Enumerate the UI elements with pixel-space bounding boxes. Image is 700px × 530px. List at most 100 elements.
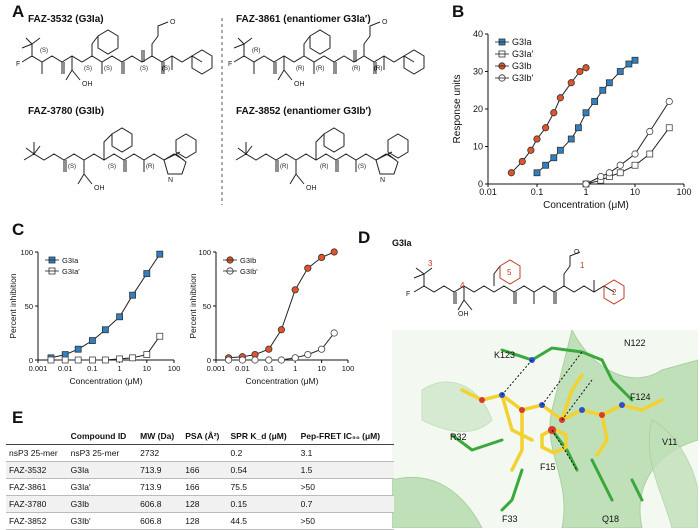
table-cell: 713.9: [137, 461, 183, 479]
data-point: [550, 154, 558, 162]
data-point: [665, 97, 673, 106]
table-cell: G3Ia′: [67, 478, 138, 496]
table-cell: 75.5: [227, 478, 298, 496]
x-tick-label: 0.1: [264, 364, 274, 373]
panel-label-e: E: [12, 408, 24, 427]
residue-label-q18: Q18: [602, 514, 619, 524]
data-point: [542, 161, 550, 169]
atom-label-o: O: [170, 19, 176, 26]
table-cell: 1.5: [297, 461, 394, 479]
stereo-label: (R): [252, 48, 260, 54]
table-cell: 44.5: [227, 512, 298, 530]
stereo-label: (R): [374, 66, 382, 72]
atom-label-n: N: [380, 177, 385, 184]
table-cell: 713.9: [137, 478, 183, 496]
atom-label-f: F: [16, 61, 20, 68]
column-header: [6, 428, 68, 445]
x-tick-label: 0.001: [29, 364, 48, 373]
data-point: [533, 135, 541, 143]
data-point: [304, 351, 312, 359]
table-cell: [182, 444, 228, 462]
residue-label-n122: N122: [624, 338, 646, 348]
data-point: [74, 345, 82, 353]
table-row: FAZ-3852 G3Ib′ 606.8 128 44.5 >50: [6, 512, 394, 530]
data-point: [265, 356, 273, 364]
atom-label-f: F: [406, 291, 410, 298]
data-point: [550, 109, 558, 117]
legend-label: G3Ia′: [62, 267, 80, 276]
table-cell: 0.7: [297, 495, 394, 513]
x-tick-label: 0.001: [207, 364, 226, 373]
data-point: [599, 86, 607, 94]
atom-label-oh: OH: [306, 185, 317, 192]
x-tick-label: 0.1: [531, 187, 544, 197]
data-point: [631, 161, 639, 169]
position-number: 1: [580, 261, 585, 270]
data-point: [116, 313, 123, 321]
data-point: [238, 356, 247, 364]
x-tick-label: 1: [118, 364, 122, 373]
position-number: 3: [428, 259, 433, 268]
y-tick-label: 20: [473, 104, 483, 114]
table-cell: 128: [182, 495, 228, 513]
atom-label-oh: OH: [294, 81, 305, 88]
data-point: [542, 124, 550, 132]
compound-title-g3ib-prime: FAZ-3852 (enantiomer G3Ib′): [236, 106, 372, 117]
data-point: [143, 351, 151, 358]
y-tick-label: 40: [473, 29, 483, 39]
stereo-label: (R): [316, 66, 324, 72]
table-cell: G3Ia: [67, 461, 138, 479]
data-point: [567, 79, 575, 87]
compound-table: Compound ID MW (Da) PSA (Å²) SPR K_d (μM…: [6, 428, 394, 530]
data-point: [89, 337, 96, 344]
data-point: [582, 64, 590, 72]
data-point: [291, 286, 299, 294]
y-tick-label: 30: [473, 67, 483, 77]
stereo-label: (S): [162, 66, 170, 72]
legend-label: G3Ia: [62, 256, 79, 265]
table-cell: G3Ib′: [67, 512, 138, 530]
table-cell: 0.15: [227, 495, 298, 513]
stereo-label: (S): [68, 164, 76, 170]
table-row: nsP3 25-mer nsP3 25-mer 2732 0.2 3.1: [6, 444, 394, 462]
y-tick-label: 0: [207, 356, 211, 365]
residue-label-k123: K123: [494, 350, 515, 360]
y-tick-label: 50: [25, 302, 33, 311]
data-point: [533, 169, 541, 177]
column-header: MW (Da): [137, 428, 183, 445]
stereo-label: (S): [84, 66, 92, 72]
x-tick-label: 0.1: [87, 364, 97, 373]
stereo-label: (S): [140, 66, 148, 72]
stereo-label: (R): [280, 164, 288, 170]
data-point: [616, 161, 624, 169]
table-header-row: Compound ID MW (Da) PSA (Å²) SPR K_d (μM…: [6, 428, 394, 445]
x-tick-label: 0.01: [235, 364, 250, 373]
x-tick-label: 0.01: [479, 187, 497, 197]
x-axis-label: Concentration (μM): [70, 376, 143, 386]
table-cell: 2732: [137, 444, 183, 462]
data-point: [318, 253, 326, 261]
data-point: [556, 94, 564, 102]
x-tick-label: 10: [630, 187, 640, 197]
stereo-label: (R): [320, 164, 328, 170]
data-point: [143, 270, 151, 278]
stereo-label: (S): [358, 164, 366, 170]
residue-label-r32: R32: [450, 432, 467, 442]
table-cell: 166: [182, 461, 228, 479]
x-tick-label: 1: [293, 364, 297, 373]
series-line: [511, 67, 587, 174]
y-tick-label: 10: [473, 142, 483, 152]
y-tick-label: 100: [20, 248, 33, 257]
y-tick-label: 0: [478, 179, 483, 189]
residue-label-f33: F33: [502, 514, 518, 524]
stereo-label: (S): [104, 66, 112, 72]
table-cell: nsP3 25-mer: [6, 444, 68, 462]
data-point: [47, 356, 55, 364]
table-cell: >50: [297, 512, 394, 530]
panel-d-structure: 3 4 5 1 2 F OH O: [406, 249, 625, 318]
x-tick-label: 100: [342, 364, 355, 373]
data-point: [575, 124, 582, 132]
x-axis-label: Concentration (μM): [543, 200, 629, 211]
stereo-label: (S): [108, 164, 116, 170]
x-tick-label: 0.01: [58, 364, 73, 373]
